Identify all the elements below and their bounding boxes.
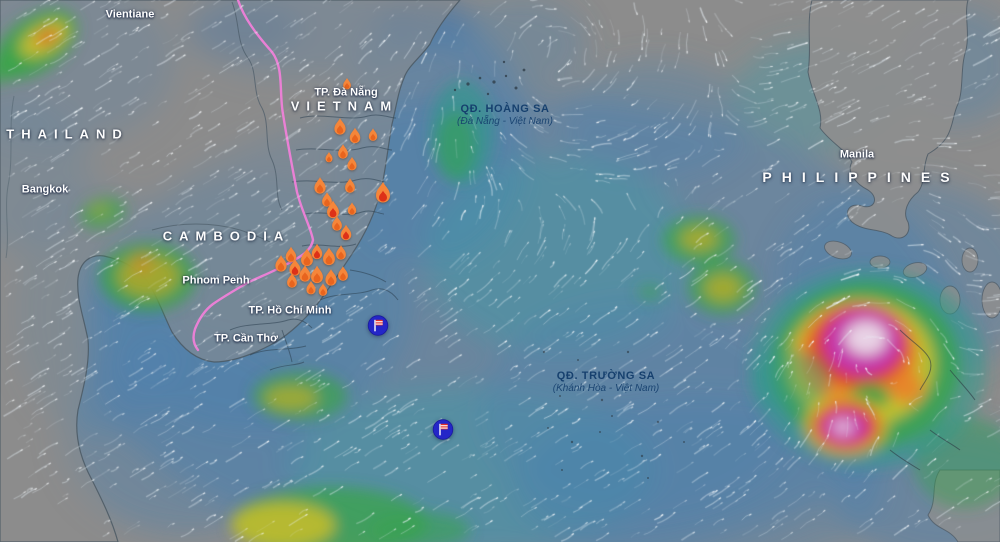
fire-marker[interactable]: [346, 202, 358, 221]
country-label-philippines: PHILIPPINES: [762, 169, 960, 185]
city-label-phnom-penh: Phnom Penh: [182, 274, 250, 287]
fire-marker[interactable]: [325, 199, 342, 224]
fire-marker[interactable]: [285, 272, 299, 294]
country-label-thailand: THAILAND: [6, 126, 129, 142]
fire-marker[interactable]: [312, 176, 328, 200]
fire-marker[interactable]: [332, 117, 348, 141]
archipelago-label-hoang-sa: QĐ. HOÀNG SA (Đà Nẵng - Việt Nam): [457, 103, 553, 127]
fire-marker[interactable]: [321, 246, 338, 271]
city-label-ho-chi-minh: TP. Hồ Chí Minh: [248, 304, 332, 317]
fire-marker[interactable]: [310, 242, 325, 265]
fire-marker[interactable]: [342, 77, 353, 95]
archipelago-title: QĐ. TRƯỜNG SA: [556, 370, 656, 382]
fire-marker[interactable]: [373, 181, 393, 209]
fire-marker[interactable]: [346, 156, 359, 176]
fire-marker[interactable]: [317, 283, 329, 302]
fire-marker[interactable]: [334, 244, 348, 266]
archipelago-subtitle: (Đà Nẵng - Việt Nam): [457, 115, 553, 127]
country-label-cambodia: CAMBODIA: [162, 228, 291, 244]
fire-marker[interactable]: [309, 264, 326, 289]
storm-flag-marker[interactable]: [367, 315, 389, 341]
fire-marker[interactable]: [284, 245, 299, 268]
fire-marker[interactable]: [348, 126, 363, 149]
country-label-vietnam: VIETNAM: [290, 98, 399, 114]
fire-marker[interactable]: [339, 223, 354, 246]
fire-marker[interactable]: [367, 128, 379, 147]
city-label-vientiane: Vientiane: [105, 8, 155, 21]
archipelago-title: QĐ. HOÀNG SA: [460, 103, 550, 115]
city-label-bangkok: Bangkok: [21, 183, 69, 196]
archipelago-subtitle: (Khánh Hòa - Việt Nam): [552, 382, 660, 394]
fire-marker[interactable]: [320, 191, 334, 213]
fire-marker[interactable]: [305, 280, 318, 300]
fire-marker[interactable]: [297, 264, 313, 288]
storm-flag-marker[interactable]: [432, 419, 454, 445]
fire-marker[interactable]: [324, 150, 334, 168]
archipelago-label-truong-sa: QĐ. TRƯỜNG SA (Khánh Hòa - Việt Nam): [553, 370, 660, 394]
city-label-da-nang: TP. Đà Nẵng: [314, 86, 378, 99]
fire-marker[interactable]: [299, 247, 316, 272]
city-label-manila: Manila: [839, 148, 875, 161]
fire-marker[interactable]: [323, 268, 339, 292]
fire-marker[interactable]: [336, 143, 350, 165]
fire-marker[interactable]: [273, 254, 289, 278]
fire-marker[interactable]: [287, 258, 303, 282]
city-label-can-tho: TP. Cần Thơ: [214, 332, 278, 345]
fire-marker[interactable]: [336, 265, 350, 286]
fire-marker[interactable]: [343, 177, 357, 198]
fire-marker[interactable]: [330, 215, 344, 237]
